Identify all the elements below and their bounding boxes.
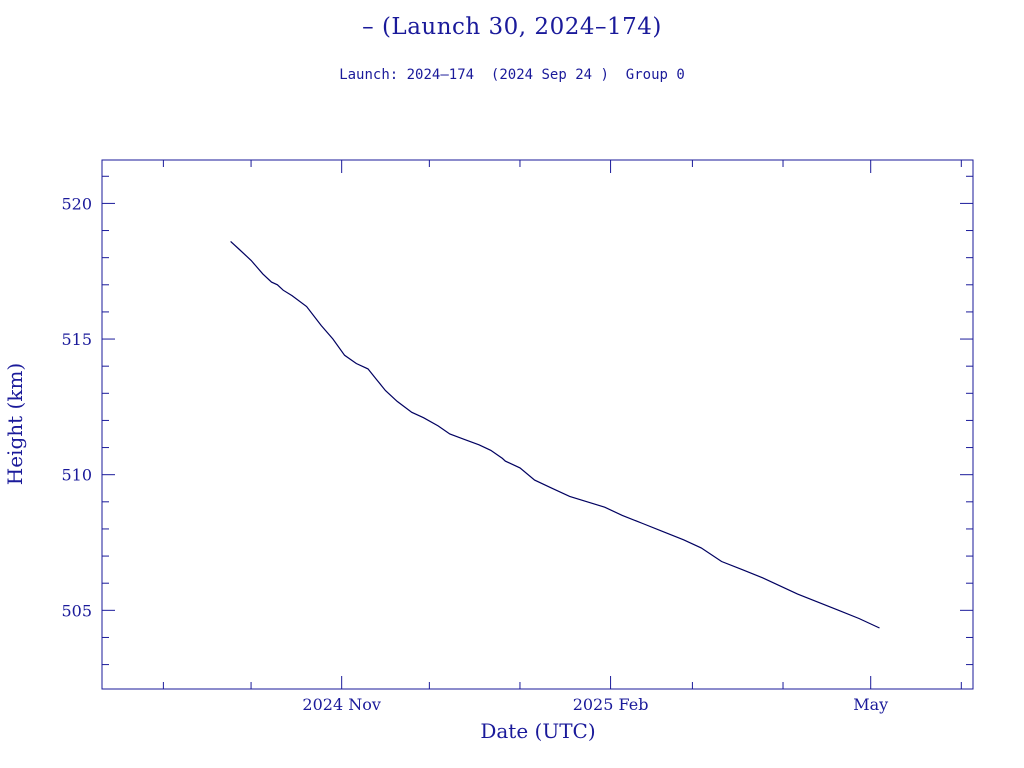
- y-axis-label: Height (km): [3, 363, 27, 485]
- chart-title: – (Launch 30, 2024–174): [362, 14, 662, 40]
- y-tick-label: 515: [61, 330, 92, 349]
- plot-frame: [101, 159, 974, 690]
- chart-subtitle: Launch: 2024–174 (2024 Sep 24 ) Group 0: [339, 67, 685, 83]
- height-series-line: [230, 240, 880, 629]
- y-tick-label: 505: [61, 601, 92, 620]
- y-tick-label: 510: [61, 466, 92, 485]
- x-tick-label: May: [853, 695, 888, 714]
- x-axis-label: Date (UTC): [480, 719, 595, 743]
- tick-labels: 505 510 515 520 2024 Nov 2025 Feb May: [61, 194, 888, 714]
- x-tick-label: 2024 Nov: [302, 695, 380, 714]
- y-tick-label: 520: [61, 194, 92, 213]
- axis-ticks: [102, 160, 973, 689]
- x-tick-label: 2025 Feb: [573, 695, 649, 714]
